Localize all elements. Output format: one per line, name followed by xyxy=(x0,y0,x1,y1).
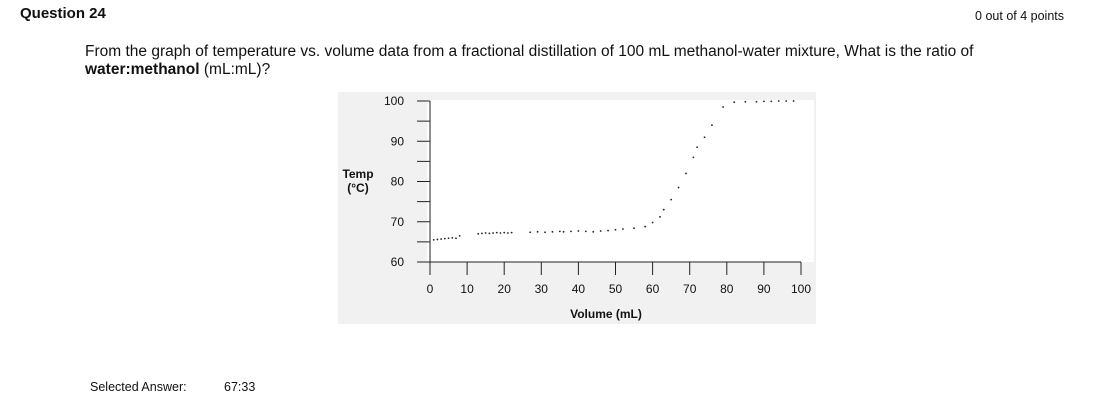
y-axis: 60 70 80 90 100 xyxy=(384,94,431,269)
data-point xyxy=(492,232,494,234)
x-tick-label: 70 xyxy=(683,282,697,296)
data-point xyxy=(455,237,457,240)
y-tick-label: 90 xyxy=(391,134,405,148)
data-point xyxy=(599,230,602,232)
data-point xyxy=(770,100,773,103)
data-point xyxy=(484,232,487,234)
data-point xyxy=(477,232,480,235)
data-point xyxy=(685,172,687,175)
distillation-graph: 60 70 80 90 100 0 10 20 30 40 50 60 70 80 90 100 Temp … xyxy=(338,92,816,324)
question-text: From the graph of temperature vs. volume… xyxy=(85,43,1045,79)
data-point xyxy=(763,100,765,103)
x-axis: 0 10 20 30 40 50 60 70 80 90 100 xyxy=(427,261,811,296)
question-score: 0 out of 4 points xyxy=(975,9,1064,23)
data-point xyxy=(451,236,454,239)
data-points xyxy=(432,100,795,241)
data-point xyxy=(499,232,502,234)
selected-answer-label: Selected Answer: xyxy=(90,380,187,394)
data-point xyxy=(436,238,439,241)
x-axis-label: Volume (mL) xyxy=(570,307,642,321)
data-point xyxy=(558,230,561,233)
plot-area xyxy=(427,100,814,262)
data-point xyxy=(670,198,673,201)
x-tick-label: 0 xyxy=(427,282,434,296)
data-point xyxy=(711,124,713,127)
data-point xyxy=(440,238,443,240)
data-point xyxy=(570,230,572,233)
data-point xyxy=(662,208,665,211)
x-tick-label: 10 xyxy=(460,282,474,296)
data-point xyxy=(677,186,680,189)
data-point xyxy=(744,100,747,103)
data-point xyxy=(696,146,699,149)
data-point xyxy=(432,238,435,241)
data-point xyxy=(659,216,661,218)
y-tick-label: 80 xyxy=(391,175,405,189)
selected-answer-value: 67:33 xyxy=(224,380,256,394)
data-point xyxy=(644,225,647,228)
data-point xyxy=(722,106,724,108)
x-tick-label: 20 xyxy=(498,282,512,296)
data-point xyxy=(651,221,654,224)
data-point xyxy=(755,100,758,103)
data-point xyxy=(495,231,498,234)
data-point xyxy=(481,232,483,235)
question-header: Question 24 0 out of 4 points xyxy=(0,0,1094,30)
data-point xyxy=(692,156,695,159)
data-point xyxy=(733,101,736,104)
data-point xyxy=(562,230,565,233)
x-tick-label: 40 xyxy=(572,282,586,296)
data-point xyxy=(503,231,506,234)
data-point xyxy=(785,100,788,102)
data-point xyxy=(703,136,706,139)
data-point xyxy=(633,227,635,230)
data-point xyxy=(592,230,595,233)
question-title: Question 24 xyxy=(20,5,106,22)
question-text-part: From the graph of temperature vs. volume… xyxy=(85,43,974,60)
data-point xyxy=(443,237,446,240)
data-point xyxy=(792,100,795,102)
data-point xyxy=(777,100,780,102)
data-point xyxy=(510,231,513,234)
x-tick-label: 30 xyxy=(535,282,549,296)
data-point xyxy=(536,230,539,233)
data-point xyxy=(544,231,546,234)
data-point xyxy=(447,237,450,240)
data-point xyxy=(614,228,617,231)
data-point xyxy=(551,230,554,233)
y-axis-label-line2: (°C) xyxy=(347,181,368,195)
x-tick-label: 100 xyxy=(791,282,811,296)
y-axis-label-line1: Temp xyxy=(342,167,373,181)
y-tick-label: 70 xyxy=(391,215,405,229)
y-tick-label: 100 xyxy=(384,94,404,108)
data-point xyxy=(584,230,587,233)
data-point xyxy=(622,228,624,230)
data-point xyxy=(577,230,580,232)
question-text-end: (mL:mL)? xyxy=(199,61,271,78)
data-point xyxy=(458,234,461,237)
question-text-bold: water:methanol xyxy=(85,61,200,78)
x-tick-label: 60 xyxy=(646,282,660,296)
x-tick-label: 90 xyxy=(757,282,771,296)
data-point xyxy=(529,231,532,234)
x-tick-label: 50 xyxy=(609,282,623,296)
y-tick-label: 60 xyxy=(391,255,405,269)
data-point xyxy=(607,229,609,232)
data-point xyxy=(488,232,491,235)
data-point xyxy=(507,232,509,234)
x-tick-label: 80 xyxy=(720,282,734,296)
